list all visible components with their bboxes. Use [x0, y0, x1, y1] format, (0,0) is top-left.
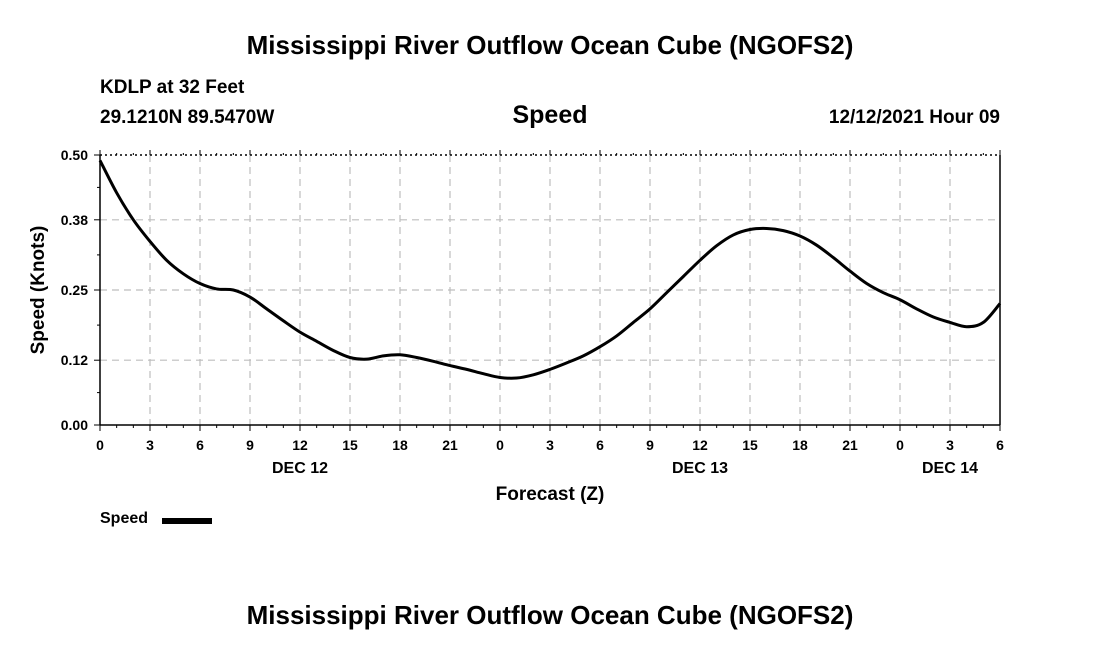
x-tick-label: 6: [596, 437, 604, 453]
x-tick-label: 3: [146, 437, 154, 453]
x-tick-label: 21: [442, 437, 458, 453]
x-tick-label: 21: [842, 437, 858, 453]
y-axis-title: Speed (Knots): [28, 226, 49, 355]
y-tick-label: 0.38: [61, 212, 88, 228]
x-tick-label: 0: [896, 437, 904, 453]
legend-line-swatch: [162, 518, 212, 524]
x-day-label: DEC 14: [922, 460, 978, 477]
x-tick-label: 3: [546, 437, 554, 453]
x-tick-label: 18: [392, 437, 408, 453]
legend-label: Speed: [100, 510, 149, 527]
x-tick-label: 12: [692, 437, 708, 453]
x-tick-label: 12: [292, 437, 308, 453]
y-tick-label: 0.25: [61, 282, 88, 298]
y-tick-label: 0.50: [61, 147, 88, 163]
station-label: KDLP at 32 Feet: [100, 77, 245, 98]
x-day-label: DEC 13: [672, 460, 728, 477]
forecast-datetime: 12/12/2021 Hour 09: [828, 107, 1000, 128]
x-tick-label: 6: [996, 437, 1004, 453]
chart-title: Mississippi River Outflow Ocean Cube (NG…: [246, 30, 854, 60]
x-tick-label: 0: [96, 437, 104, 453]
station-coordinates: 29.1210N 89.5470W: [100, 107, 275, 128]
x-tick-label: 15: [742, 437, 758, 453]
x-tick-label: 9: [646, 437, 654, 453]
x-tick-label: 0: [496, 437, 504, 453]
series-line-speed: [98, 159, 1002, 380]
x-axis-title: Forecast (Z): [496, 484, 605, 505]
footer-title: Mississippi River Outflow Ocean Cube (NG…: [246, 600, 854, 630]
y-tick-label: 0.00: [61, 417, 88, 433]
chart-variable-title: Speed: [512, 101, 588, 129]
x-tick-label: 9: [246, 437, 254, 453]
x-day-label: DEC 12: [272, 460, 328, 477]
x-tick-label: 3: [946, 437, 954, 453]
x-tick-label: 18: [792, 437, 808, 453]
x-tick-label: 15: [342, 437, 358, 453]
x-tick-label: 6: [196, 437, 204, 453]
y-tick-label: 0.12: [61, 352, 88, 368]
